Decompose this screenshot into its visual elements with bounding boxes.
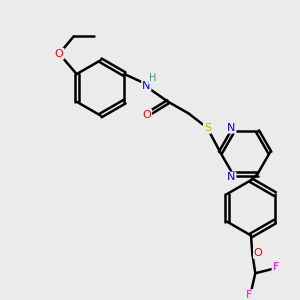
Text: O: O [142,110,151,120]
Text: N: N [142,81,151,91]
Text: N: N [227,123,236,133]
Text: H: H [149,74,156,83]
Text: N: N [227,172,236,182]
Text: S: S [204,123,211,133]
Text: O: O [55,49,64,59]
Text: F: F [272,262,279,272]
Text: O: O [254,248,262,258]
Text: F: F [246,290,253,300]
